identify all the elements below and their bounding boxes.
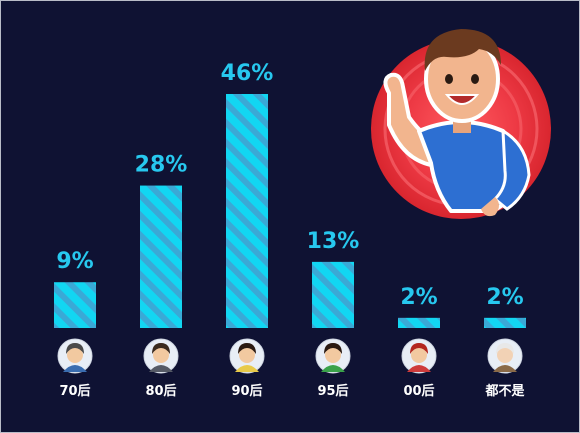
value-label-5: 2% (486, 285, 523, 310)
category-label-1: 80后 (145, 383, 176, 399)
value-label-1: 28% (135, 153, 188, 178)
category-label-5: 都不是 (484, 383, 525, 399)
category-labels-group: 70后 80后 90后 95后 00后 都不是 (59, 383, 525, 399)
avatars-group (57, 338, 523, 374)
avatar-elder-icon (487, 338, 523, 374)
avatar-80s-icon (143, 338, 179, 374)
category-label-4: 00后 (403, 383, 434, 399)
bars-group (54, 94, 526, 328)
avatar-90s-icon (229, 338, 265, 374)
avatar-95s-icon (315, 338, 351, 374)
category-label-3: 95后 (317, 383, 348, 399)
value-label-0: 9% (56, 249, 93, 274)
value-labels-group: 9% 28% 46% 13% 2% 2% (56, 61, 523, 310)
bar-5 (484, 317, 526, 328)
bar-4 (398, 317, 440, 328)
waving-man-illustration (371, 29, 551, 219)
bar-0 (54, 282, 96, 328)
category-label-2: 90后 (231, 383, 262, 399)
value-label-3: 13% (307, 229, 360, 254)
bar-3 (312, 261, 354, 328)
bar-1 (140, 185, 182, 328)
category-label-0: 70后 (59, 383, 90, 399)
value-label-2: 46% (221, 61, 274, 86)
avatar-70s-icon (57, 338, 93, 374)
bar-2 (226, 94, 268, 328)
value-label-4: 2% (400, 285, 437, 310)
avatar-00s-icon (401, 338, 437, 374)
